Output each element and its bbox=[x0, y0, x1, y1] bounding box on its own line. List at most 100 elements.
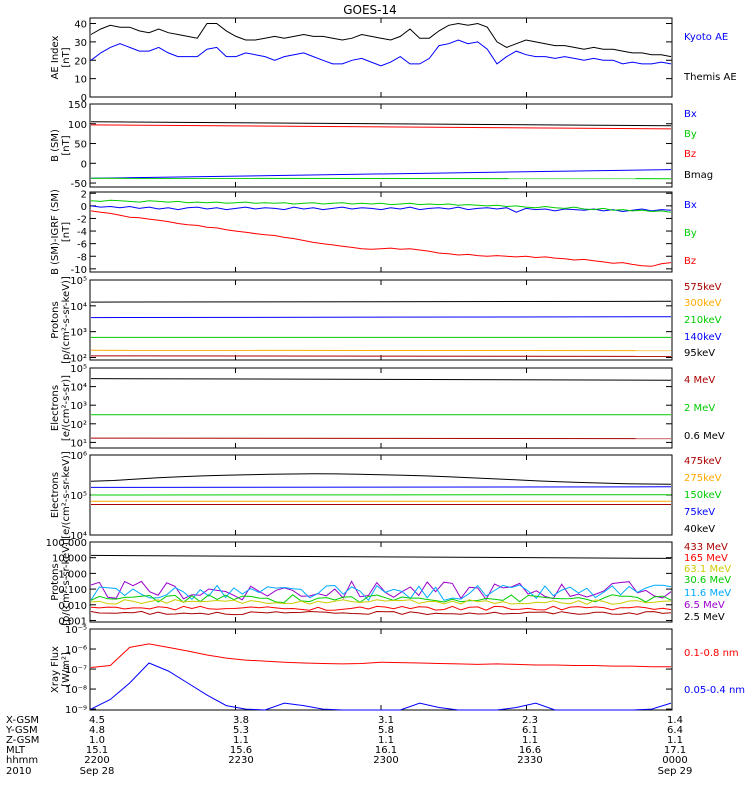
legend-entry: 2 MeV bbox=[684, 403, 715, 414]
legend-entry: By bbox=[684, 228, 697, 239]
y-axis-label: AE Index bbox=[50, 35, 61, 79]
series-line-165-mev bbox=[90, 605, 672, 611]
series-line-575kev bbox=[90, 355, 672, 357]
series-line-75kev bbox=[90, 486, 672, 488]
y-tick-label: -50 bbox=[71, 179, 87, 190]
y-tick-label: 1.000 bbox=[58, 569, 87, 580]
series-line-0-1-0-8-nm bbox=[90, 643, 671, 668]
legend-entry: 95keV bbox=[684, 348, 715, 359]
legend-entry: 575keV bbox=[684, 282, 722, 293]
y-tick-label: -2 bbox=[77, 214, 87, 225]
y-tick-label: 0.001 bbox=[58, 616, 87, 627]
ephemeris-value: 1.1 bbox=[522, 735, 538, 746]
series-line-11-6-mev bbox=[90, 584, 672, 602]
y-tick-label: 10¹ bbox=[70, 438, 87, 449]
y-tick-label: -4 bbox=[77, 227, 87, 238]
ephemeris-label: Z-GSM bbox=[6, 735, 40, 746]
ephemeris-label: hhmm bbox=[6, 755, 39, 766]
y-tick-label: 10⁻⁶ bbox=[65, 645, 87, 656]
ephemeris-value: 15.6 bbox=[229, 745, 253, 756]
series-line-0-6-mev bbox=[90, 378, 672, 381]
legend-entry: Bx bbox=[684, 200, 697, 211]
y-tick-label: 10⁵ bbox=[70, 276, 87, 287]
y-tick-label: 10² bbox=[70, 353, 87, 364]
y-tick-label: 0.100 bbox=[58, 585, 87, 596]
ephemeris-value: 3.1 bbox=[378, 715, 394, 726]
series-line-bz bbox=[90, 210, 672, 267]
legend-entry: 30.6 MeV bbox=[684, 575, 731, 586]
legend-entry: 63.1 MeV bbox=[684, 564, 731, 575]
ephemeris-value: 6.1 bbox=[522, 725, 538, 736]
ephemeris-value: 17.1 bbox=[663, 745, 687, 756]
series-line-6-5-mev bbox=[90, 580, 672, 601]
legend-entry: 40keV bbox=[684, 524, 715, 535]
ephemeris-value: 2300 bbox=[373, 755, 399, 766]
y-tick-label: 50 bbox=[74, 140, 87, 151]
panel-4: 10² 10³ 10⁴ 10⁵ Protons [p/(cm²-s-sr-keV)] 575… bbox=[50, 276, 722, 364]
series-line-433-mev bbox=[90, 610, 672, 616]
y-axis-label: [e/(cm²-s-sr)] bbox=[61, 375, 72, 441]
y-tick-label: 0 bbox=[81, 159, 87, 170]
series-line-bx bbox=[90, 205, 672, 213]
y-tick-label: 100 bbox=[68, 120, 87, 131]
ephemeris-value: 4.5 bbox=[89, 715, 105, 726]
legend-entry: 475keV bbox=[684, 456, 722, 467]
y-axis-label: [nT] bbox=[61, 135, 72, 155]
legend-entry: 2.5 MeV bbox=[684, 612, 725, 623]
y-tick-label: 2 bbox=[81, 189, 87, 200]
ephemeris-value: 1.1 bbox=[233, 735, 249, 746]
legend-entry: Bx bbox=[684, 109, 697, 120]
ephemeris-value: 1.0 bbox=[89, 735, 105, 746]
ephemeris-value: 3.8 bbox=[233, 715, 249, 726]
series-line-bx bbox=[90, 169, 672, 179]
y-axis-label: Electrons bbox=[50, 385, 61, 431]
panel-frame bbox=[89, 541, 673, 623]
ephemeris-value: 2200 bbox=[84, 755, 110, 766]
panel-1: 0 10 20 30 40 AE Index [nT] Kyoto AE Themis AE bbox=[50, 17, 737, 104]
y-tick-label: 10³ bbox=[70, 401, 87, 412]
y-tick-label: 10⁻⁸ bbox=[65, 685, 87, 696]
legend-entry: 275keV bbox=[684, 473, 722, 484]
y-tick-label: 10⁵ bbox=[70, 491, 87, 502]
ephemeris-value: 4.8 bbox=[89, 725, 105, 736]
y-tick-label: 0.010 bbox=[58, 601, 87, 612]
y-tick-label: 30 bbox=[74, 38, 87, 49]
y-tick-label: 0 bbox=[81, 202, 87, 213]
ephemeris-value: 2230 bbox=[228, 755, 254, 766]
ephemeris-value: 16.6 bbox=[518, 745, 542, 756]
panel-2: 150 100 50 0 -50 B (SM) [nT] Bx By Bz Bmag bbox=[50, 100, 713, 190]
y-axis-label: Electrons bbox=[50, 472, 61, 518]
y-tick-label: 10⁻⁹ bbox=[65, 705, 87, 716]
legend-entry: 6.5 MeV bbox=[684, 600, 725, 611]
ephemeris-value: Sep 28 bbox=[79, 766, 115, 777]
ephemeris-value: 1.1 bbox=[378, 735, 394, 746]
panel-frame bbox=[89, 279, 673, 361]
panel-frame bbox=[89, 17, 673, 98]
ephemeris-value: 15.1 bbox=[85, 745, 109, 756]
series-line-2-5-mev bbox=[90, 554, 672, 559]
legend-entry: 433 MeV bbox=[684, 542, 728, 553]
legend-entry: By bbox=[684, 129, 697, 140]
panel-6: 10⁴ 10⁵ 10⁶ Electrons [e/(cm²-s-sr-keV)] 475k… bbox=[50, 451, 722, 542]
ephemeris-value: 5.3 bbox=[233, 725, 249, 736]
ephemeris-value: 5.8 bbox=[378, 725, 394, 736]
y-tick-label: -6 bbox=[77, 240, 87, 251]
ephemeris-value: 0000 bbox=[662, 755, 688, 766]
ephemeris-value: 1.1 bbox=[667, 735, 683, 746]
panel-5: 10¹ 10² 10³ 10⁴ 10⁵ Electrons [e/(cm²-s-sr)] 4 … bbox=[50, 364, 725, 449]
ephemeris-value: 16.1 bbox=[374, 745, 398, 756]
y-tick-label: 10⁻⁵ bbox=[65, 625, 87, 636]
y-tick-label: 10⁴ bbox=[70, 302, 87, 313]
legend-entry: Bz bbox=[684, 149, 696, 160]
series-line-bmag bbox=[90, 121, 672, 127]
y-tick-label: 10 bbox=[74, 75, 87, 86]
series-line-themis-ae bbox=[90, 22, 672, 58]
y-tick-label: 10.000 bbox=[52, 554, 87, 565]
figure-title: GOES-14 bbox=[343, 3, 397, 17]
y-axis-label: [e/(cm²-s-sr-keV)] bbox=[61, 451, 72, 539]
panel-frame bbox=[89, 103, 673, 188]
y-axis-label: B (SM)-IGRF (SM) bbox=[50, 189, 61, 275]
y-axis-label: [nT] bbox=[61, 222, 72, 242]
series-line-4-mev bbox=[90, 437, 672, 440]
